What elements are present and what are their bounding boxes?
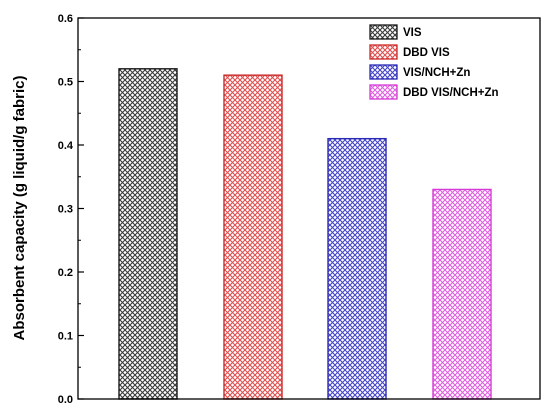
- y-axis: 0.0 0.1 0.2 0.3 0.4 0.5 0.6: [58, 13, 84, 406]
- legend: VIS DBD VIS VIS/NCH+Zn DBD VIS/NCH+Zn: [369, 24, 499, 100]
- bar-vis: [118, 68, 178, 400]
- legend-swatch: [369, 24, 398, 40]
- y-tick-label: 0.3: [58, 204, 73, 216]
- y-axis-title: Absorbent capacity (g liquid/g fabric): [11, 75, 28, 340]
- bar-dbd-vis-nch-zn: [432, 188, 492, 400]
- legend-swatch: [369, 44, 398, 60]
- y-tick-label: 0.0: [58, 394, 73, 406]
- bars-group: [118, 68, 492, 400]
- legend-swatch: [369, 84, 398, 100]
- legend-swatch: [369, 64, 398, 80]
- y-tick-label: 0.1: [58, 331, 73, 343]
- y-tick-label: 0.5: [58, 77, 73, 89]
- legend-label: DBD VIS: [403, 47, 450, 59]
- legend-label: VIS: [403, 27, 422, 39]
- y-tick-label: 0.6: [58, 13, 73, 25]
- legend-label: VIS/NCH+Zn: [403, 67, 470, 79]
- legend-label: DBD VIS/NCH+Zn: [403, 87, 499, 99]
- y-tick-label: 0.4: [58, 140, 74, 152]
- y-tick-label: 0.2: [58, 267, 73, 279]
- bar-vis-nch-zn: [327, 137, 387, 400]
- bar-dbd-vis: [223, 74, 283, 400]
